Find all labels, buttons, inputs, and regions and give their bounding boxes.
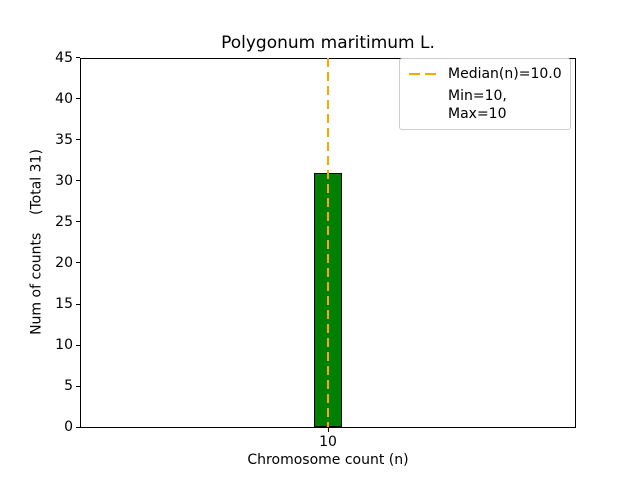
y-tick-label: 40 — [55, 90, 73, 107]
legend-entry-minmax: Min=10, Max=10 — [409, 87, 561, 123]
x-axis-label: Chromosome count (n) — [247, 452, 409, 468]
y-tick-label: 35 — [55, 131, 73, 148]
y-tick-mark — [76, 98, 80, 100]
y-tick-label: 10 — [55, 337, 73, 354]
y-tick-mark — [76, 221, 80, 223]
legend-label: Median(n)=10.0 — [448, 66, 562, 82]
y-tick-mark — [76, 180, 80, 182]
y-tick-label: 30 — [55, 172, 73, 189]
y-tick-label: 20 — [55, 254, 73, 271]
y-tick-mark — [76, 385, 80, 387]
x-tick-label: 10 — [319, 434, 337, 451]
y-tick-mark — [76, 344, 80, 346]
y-tick-label: 25 — [55, 213, 73, 230]
y-tick-mark — [76, 57, 80, 59]
legend-marker-blank — [409, 104, 436, 106]
y-tick-mark — [76, 139, 80, 141]
y-tick-label: 5 — [64, 378, 73, 395]
y-tick-label: 0 — [64, 419, 73, 436]
median-line — [327, 57, 329, 428]
legend-entry-median: Median(n)=10.0 — [409, 65, 562, 83]
y-tick-label: 15 — [55, 296, 73, 312]
x-tick-mark — [327, 428, 329, 433]
y-tick-mark — [76, 426, 80, 428]
legend: Median(n)=10.0 Min=10, Max=10 — [399, 58, 571, 130]
chart-title: Polygonum maritimum L. — [221, 33, 435, 53]
y-tick-mark — [76, 262, 80, 264]
y-tick-mark — [76, 303, 80, 305]
legend-label: Min=10, Max=10 — [448, 88, 507, 122]
dashed-line-icon — [409, 73, 436, 75]
y-tick-label: 45 — [55, 49, 73, 66]
